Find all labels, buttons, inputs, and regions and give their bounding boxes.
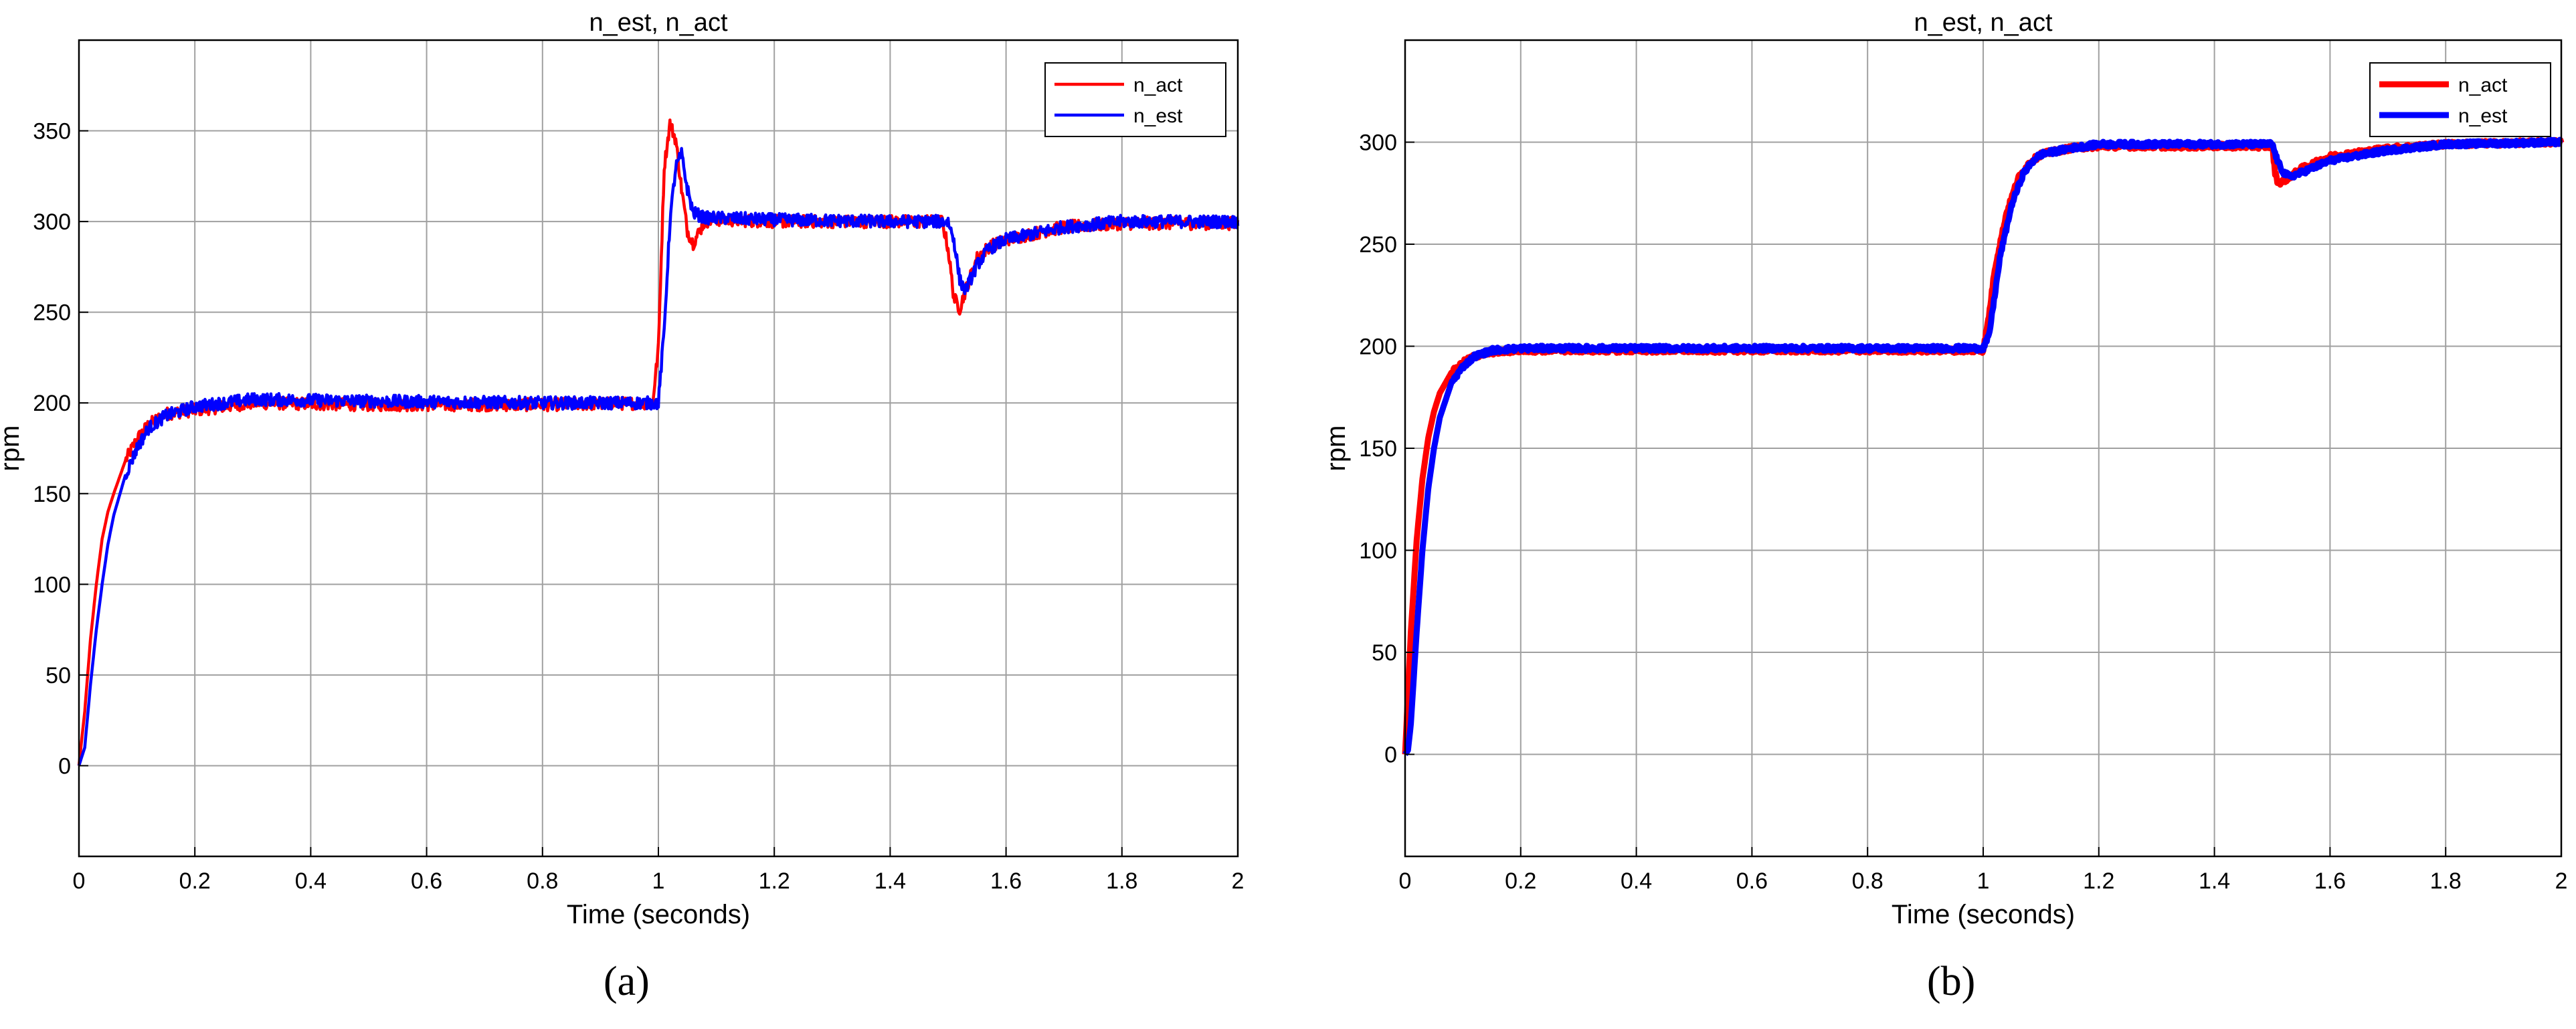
x-tick-label: 0 <box>1399 868 1412 894</box>
x-tick-label: 0 <box>73 868 86 894</box>
x-axis-label: Time (seconds) <box>567 900 750 929</box>
x-tick-label: 1.4 <box>2199 868 2230 894</box>
y-tick-label: 350 <box>33 119 71 145</box>
x-tick-label: 1.6 <box>2314 868 2346 894</box>
series-line-n-est <box>77 147 1240 767</box>
y-tick-label: 50 <box>1372 640 1397 666</box>
legend: n_act n_est <box>2369 62 2551 137</box>
y-axis-label: rpm <box>1321 426 1351 472</box>
x-tick-label: 0.8 <box>1852 868 1883 894</box>
chart-title: n_est, n_act <box>1914 9 2052 37</box>
y-tick-label: 250 <box>1359 232 1397 258</box>
legend-label-n-act: n_act <box>2458 74 2508 96</box>
x-tick-label: 2 <box>2555 868 2568 894</box>
legend: n_act n_est <box>1044 62 1226 137</box>
x-tick-label: 1 <box>1977 868 1990 894</box>
x-tick-label: 1.6 <box>990 868 1022 894</box>
legend-label-n-est: n_est <box>1133 105 1183 127</box>
chart-panel-b: 0 0.2 0.4 0.6 0.8 1 1.2 1.4 1.6 1.8 2 0 50 100 150 200 2… <box>1321 9 2567 929</box>
y-tick-label: 300 <box>33 209 71 235</box>
legend-box <box>2369 62 2551 137</box>
y-tick-label: 150 <box>33 482 71 507</box>
x-tick-label: 2 <box>1232 868 1245 894</box>
x-axis-label: Time (seconds) <box>1892 900 2075 929</box>
x-tick-label: 1.8 <box>1106 868 1137 894</box>
y-tick-label: 50 <box>45 663 71 688</box>
legend-label-n-est: n_est <box>2458 105 2508 127</box>
y-tick-label: 200 <box>1359 335 1397 360</box>
y-tick-label: 100 <box>33 572 71 597</box>
y-tick-label: 100 <box>1359 539 1397 564</box>
legend-label-n-act: n_act <box>1133 74 1183 96</box>
y-tick-label: 200 <box>33 391 71 416</box>
y-tick-label: 300 <box>1359 130 1397 156</box>
y-tick-label: 0 <box>58 753 71 779</box>
y-tick-label: 0 <box>1384 743 1397 768</box>
panel-label-b: (b) <box>1927 959 1976 1004</box>
x-tick-label: 0.2 <box>1505 868 1536 894</box>
x-tick-label: 0.8 <box>527 868 558 894</box>
x-tick-label: 1.2 <box>2083 868 2114 894</box>
x-tick-label: 0.4 <box>1621 868 1652 894</box>
series-line-n-est <box>1402 136 2564 757</box>
chart-title: n_est, n_act <box>589 9 727 37</box>
x-tick-label: 1.4 <box>875 868 906 894</box>
x-tick-label: 0.6 <box>1736 868 1768 894</box>
x-tick-label: 0.6 <box>411 868 442 894</box>
x-tick-label: 1.2 <box>759 868 790 894</box>
x-tick-label: 0.2 <box>179 868 211 894</box>
x-tick-label: 1.8 <box>2430 868 2462 894</box>
x-tick-label: 1 <box>652 868 665 894</box>
y-axis-label: rpm <box>0 426 25 472</box>
legend-box <box>1044 62 1226 137</box>
panel-label-a: (a) <box>604 959 650 1004</box>
y-tick-label: 250 <box>33 300 71 326</box>
chart-panel-a: 0 0.2 0.4 0.6 0.8 1 1.2 1.4 1.6 1.8 2 0 50 100 150 200 2… <box>0 9 1244 929</box>
x-tick-label: 0.4 <box>295 868 327 894</box>
y-tick-label: 150 <box>1359 436 1397 462</box>
